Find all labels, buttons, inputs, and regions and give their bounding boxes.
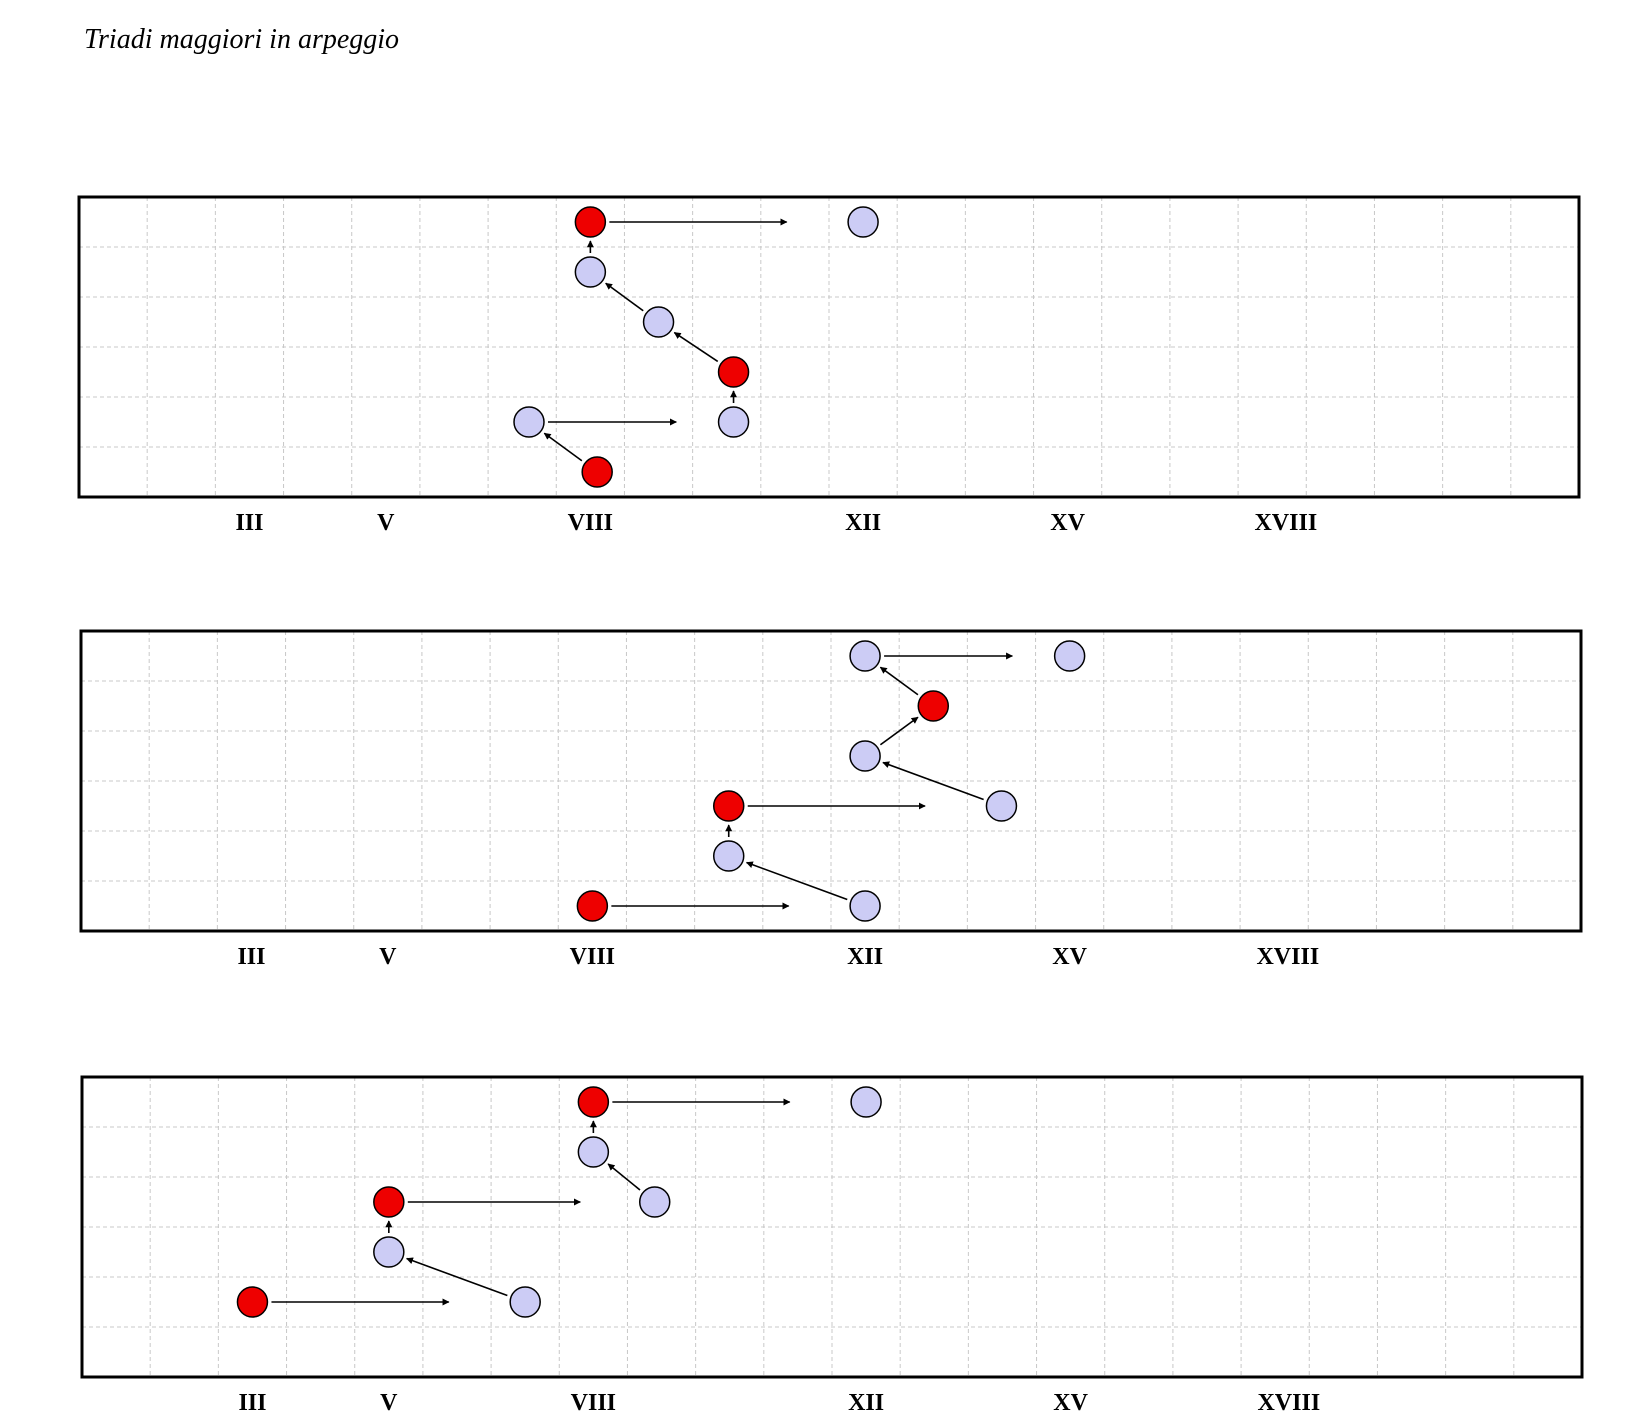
- fret-label: V: [379, 944, 397, 970]
- fret-label: XII: [847, 944, 883, 970]
- chord-note-dot: [638, 1186, 671, 1218]
- fret-label: XVIII: [1254, 510, 1317, 536]
- root-note-dot: [236, 1286, 269, 1318]
- root-note-dot: [373, 1186, 405, 1218]
- fret-label: XV: [1052, 944, 1087, 970]
- root-note-dot: [917, 690, 950, 722]
- chord-note-dot: [850, 1086, 882, 1118]
- chord-note-dot: [849, 740, 881, 772]
- chord-note-dot: [513, 406, 545, 438]
- fret-grid: [81, 631, 1581, 931]
- page-title: Triadi maggiori in arpeggio: [84, 24, 400, 55]
- fret-label: V: [380, 1390, 398, 1416]
- fretboard-border: [80, 1075, 1584, 1379]
- move-arrow: [879, 666, 919, 696]
- fret-label: XVIII: [1256, 944, 1319, 970]
- chord-note-dot: [849, 890, 881, 922]
- fret-label: III: [238, 1390, 266, 1416]
- root-note-dot: [712, 790, 745, 822]
- fret-grid: [82, 1077, 1582, 1377]
- root-note-dot: [581, 456, 613, 488]
- move-arrow: [879, 716, 919, 746]
- fretboard-border: [79, 629, 1583, 933]
- move-arrow: [543, 432, 583, 462]
- fret-label: VIII: [571, 1390, 616, 1416]
- move-arrow: [882, 761, 984, 801]
- fret-label: XV: [1050, 510, 1085, 536]
- fret-label: XII: [845, 510, 881, 536]
- chord-note-dot: [1053, 640, 1086, 672]
- fretboard-diagram-1: III V VIII XII XV XVIII: [77, 195, 1581, 536]
- fret-label: III: [237, 944, 265, 970]
- fret-label: XV: [1053, 1390, 1088, 1416]
- move-arrow: [673, 331, 719, 363]
- chord-note-dot: [642, 306, 675, 338]
- move-arrow: [745, 861, 848, 901]
- fretboard-diagram-3: III V VIII XII XV XVIII: [80, 1075, 1584, 1416]
- chord-note-dot: [847, 206, 879, 238]
- chord-note-dot: [373, 1236, 405, 1268]
- move-arrow: [605, 282, 644, 312]
- root-note-dot: [577, 1086, 610, 1118]
- chord-note-dot: [717, 406, 750, 438]
- fretboard-border: [77, 195, 1581, 499]
- fretboard-diagram-2: III V VIII XII XV XVIII: [79, 629, 1583, 970]
- move-arrow: [607, 1163, 641, 1191]
- fret-label: III: [235, 510, 263, 536]
- fret-label: XVIII: [1257, 1390, 1320, 1416]
- chord-note-dot: [509, 1286, 541, 1318]
- chord-note-dot: [577, 1136, 610, 1168]
- fret-label: VIII: [568, 510, 613, 536]
- fret-label: VIII: [570, 944, 615, 970]
- root-note-dot: [576, 890, 609, 922]
- chord-note-dot: [849, 640, 881, 672]
- chord-note-dot: [985, 790, 1018, 822]
- root-note-dot: [717, 356, 750, 388]
- fret-label: XII: [848, 1390, 884, 1416]
- root-note-dot: [574, 206, 607, 238]
- fret-grid: [79, 197, 1579, 497]
- move-arrow: [405, 1257, 508, 1297]
- fret-label: V: [377, 510, 395, 536]
- chord-note-dot: [712, 840, 745, 872]
- chord-note-dot: [574, 256, 607, 288]
